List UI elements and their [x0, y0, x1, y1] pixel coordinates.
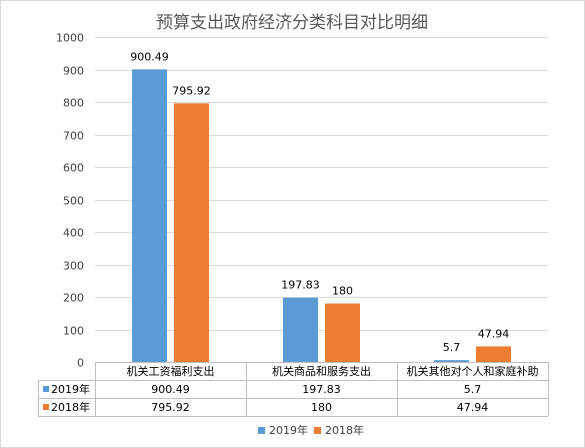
table-cell: 900.49: [151, 383, 190, 396]
legend-swatch: [314, 427, 321, 434]
category-label: 机关其他对个人和家庭补助: [407, 364, 539, 378]
y-tick-label: 500: [63, 195, 84, 208]
data-label: 795.92: [172, 84, 211, 97]
y-tick-label: 1000: [56, 32, 84, 45]
data-label: 47.94: [478, 327, 510, 340]
table-cell: 795.92: [151, 401, 190, 414]
bar-2019年-1: [283, 297, 318, 362]
y-tick-label: 900: [63, 65, 84, 78]
y-tick-label: 200: [63, 292, 84, 305]
legend: 2019年 2018年: [258, 423, 364, 437]
y-axis-ticks: 0 100 200 300 400 500 600 700 800 900 1000: [56, 32, 84, 370]
y-tick-label: 600: [63, 162, 84, 175]
category-label: 机关商品和服务支出: [272, 364, 371, 378]
table-series-name: 2018年: [51, 400, 90, 414]
bar-2019年-2: [434, 360, 469, 362]
data-labels: 900.49 795.92 197.83 180 5.7 47.94: [130, 50, 509, 354]
chart-title: 预算支出政府经济分类科目对比明细: [156, 13, 428, 33]
table-cell: 47.94: [457, 401, 489, 414]
table-cell: 180: [311, 401, 332, 414]
data-table: 机关工资福利支出 机关商品和服务支出 机关其他对个人和家庭补助 2019年 900.49…: [38, 362, 549, 417]
bar-2018年-0: [174, 103, 209, 363]
legend-label: 2019年: [269, 423, 308, 437]
table-cell: 5.7: [464, 383, 482, 396]
y-tick-label: 100: [63, 325, 84, 338]
bar-2018年-1: [325, 303, 360, 362]
bar-2019年-0: [132, 69, 167, 362]
bar-2018年-2: [476, 346, 511, 362]
y-tick-label: 300: [63, 260, 84, 273]
data-label: 5.7: [443, 341, 461, 354]
legend-label: 2018年: [325, 423, 364, 437]
bars: [132, 69, 511, 363]
data-label: 180: [332, 285, 353, 298]
y-tick-label: 800: [63, 97, 84, 110]
data-label: 900.49: [130, 50, 169, 63]
table-legend-key: [43, 386, 49, 392]
y-tick-label: 0: [77, 357, 84, 370]
legend-swatch: [258, 427, 265, 434]
table-legend-key: [43, 404, 49, 410]
category-label: 机关工资福利支出: [127, 364, 215, 378]
table-series-name: 2019年: [51, 382, 90, 396]
data-label: 197.83: [281, 279, 320, 292]
y-tick-label: 400: [63, 227, 84, 240]
table-cell: 197.83: [302, 383, 341, 396]
y-tick-label: 700: [63, 130, 84, 143]
